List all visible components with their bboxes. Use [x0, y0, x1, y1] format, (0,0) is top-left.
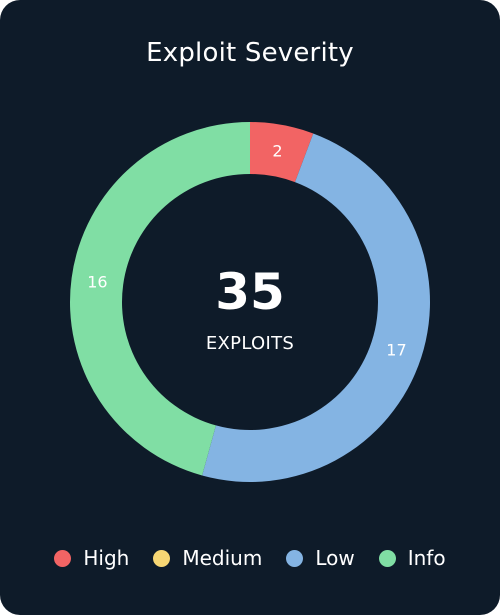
slice-label-low: 17: [386, 341, 406, 360]
legend-item-info[interactable]: Info: [378, 546, 446, 570]
legend-label: Medium: [182, 546, 263, 570]
legend-label: High: [83, 546, 130, 570]
slice-label-info: 16: [87, 272, 107, 291]
slice-low[interactable]: [202, 133, 430, 482]
legend-dot-info: [378, 549, 396, 567]
center-label: EXPLOITS: [206, 333, 294, 354]
center-total: 35: [215, 263, 285, 321]
legend: High Medium Low Info: [0, 546, 500, 570]
slice-info[interactable]: [70, 122, 250, 476]
legend-item-medium[interactable]: Medium: [153, 546, 262, 570]
legend-label: Info: [407, 546, 446, 570]
legend-label: Low: [315, 546, 355, 570]
slice-high[interactable]: [250, 122, 314, 183]
legend-dot-low: [286, 549, 304, 567]
slice-label-high: 2: [272, 141, 282, 160]
legend-item-low[interactable]: Low: [286, 546, 355, 570]
legend-dot-medium: [153, 549, 171, 567]
legend-item-high[interactable]: High: [54, 546, 129, 570]
chart-title: Exploit Severity: [146, 38, 354, 68]
legend-dot-high: [54, 549, 72, 567]
